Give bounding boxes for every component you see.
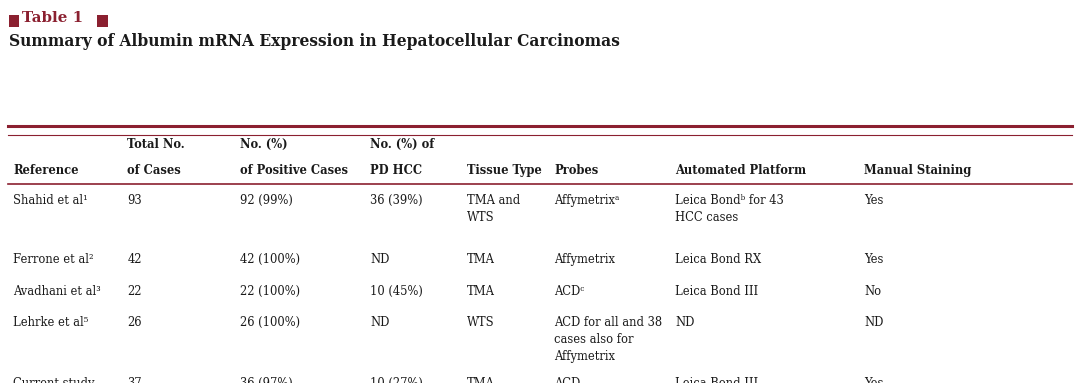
Text: of Positive Cases: of Positive Cases <box>240 164 348 177</box>
Text: Avadhani et al³: Avadhani et al³ <box>13 285 100 298</box>
Text: ND: ND <box>370 253 390 266</box>
Text: Ferrone et al²: Ferrone et al² <box>13 253 94 266</box>
Text: 36 (97%): 36 (97%) <box>240 377 293 383</box>
Text: Yes: Yes <box>864 377 883 383</box>
Text: Yes: Yes <box>864 194 883 207</box>
FancyBboxPatch shape <box>97 15 108 27</box>
Text: No. (%): No. (%) <box>240 138 287 151</box>
Text: WTS: WTS <box>467 316 495 329</box>
Text: 37: 37 <box>127 377 143 383</box>
Text: ND: ND <box>675 316 694 329</box>
Text: Automated Platform: Automated Platform <box>675 164 806 177</box>
Text: Leica Bond III: Leica Bond III <box>675 377 758 383</box>
Text: Lehrke et al⁵: Lehrke et al⁵ <box>13 316 89 329</box>
Text: 42: 42 <box>127 253 141 266</box>
Text: Manual Staining: Manual Staining <box>864 164 971 177</box>
Text: Reference: Reference <box>13 164 79 177</box>
Text: Affymetrix: Affymetrix <box>554 253 615 266</box>
Text: Table 1: Table 1 <box>22 11 82 26</box>
Text: 36 (39%): 36 (39%) <box>370 194 423 207</box>
Text: Tissue Type: Tissue Type <box>467 164 541 177</box>
FancyBboxPatch shape <box>9 15 19 27</box>
Text: TMA: TMA <box>467 377 495 383</box>
Text: Probes: Probes <box>554 164 598 177</box>
Text: No. (%) of: No. (%) of <box>370 138 434 151</box>
Text: 10 (45%): 10 (45%) <box>370 285 423 298</box>
Text: Yes: Yes <box>864 253 883 266</box>
Text: Leica Bond III: Leica Bond III <box>675 285 758 298</box>
Text: Total No.: Total No. <box>127 138 185 151</box>
Text: ACD for all and 38
cases also for
Affymetrix: ACD for all and 38 cases also for Affyme… <box>554 316 662 363</box>
Text: 10 (27%): 10 (27%) <box>370 377 423 383</box>
Text: 92 (99%): 92 (99%) <box>240 194 293 207</box>
Text: ND: ND <box>864 316 883 329</box>
Text: TMA: TMA <box>467 285 495 298</box>
Text: No: No <box>864 285 881 298</box>
Text: Shahid et al¹: Shahid et al¹ <box>13 194 87 207</box>
Text: 42 (100%): 42 (100%) <box>240 253 300 266</box>
Text: PD HCC: PD HCC <box>370 164 422 177</box>
Text: Leica Bond RX: Leica Bond RX <box>675 253 761 266</box>
Text: 26 (100%): 26 (100%) <box>240 316 300 329</box>
Text: 26: 26 <box>127 316 141 329</box>
Text: ACD: ACD <box>554 377 580 383</box>
Text: ND: ND <box>370 316 390 329</box>
Text: Current study: Current study <box>13 377 94 383</box>
Text: 22: 22 <box>127 285 141 298</box>
Text: of Cases: of Cases <box>127 164 181 177</box>
Text: ACDᶜ: ACDᶜ <box>554 285 584 298</box>
Text: 93: 93 <box>127 194 143 207</box>
Text: TMA and
WTS: TMA and WTS <box>467 194 519 224</box>
Text: Leica Bondᵇ for 43
HCC cases: Leica Bondᵇ for 43 HCC cases <box>675 194 784 224</box>
Text: Summary of Albumin mRNA Expression in Hepatocellular Carcinomas: Summary of Albumin mRNA Expression in He… <box>9 33 620 49</box>
Text: 22 (100%): 22 (100%) <box>240 285 300 298</box>
Text: TMA: TMA <box>467 253 495 266</box>
Text: Affymetrixᵃ: Affymetrixᵃ <box>554 194 620 207</box>
